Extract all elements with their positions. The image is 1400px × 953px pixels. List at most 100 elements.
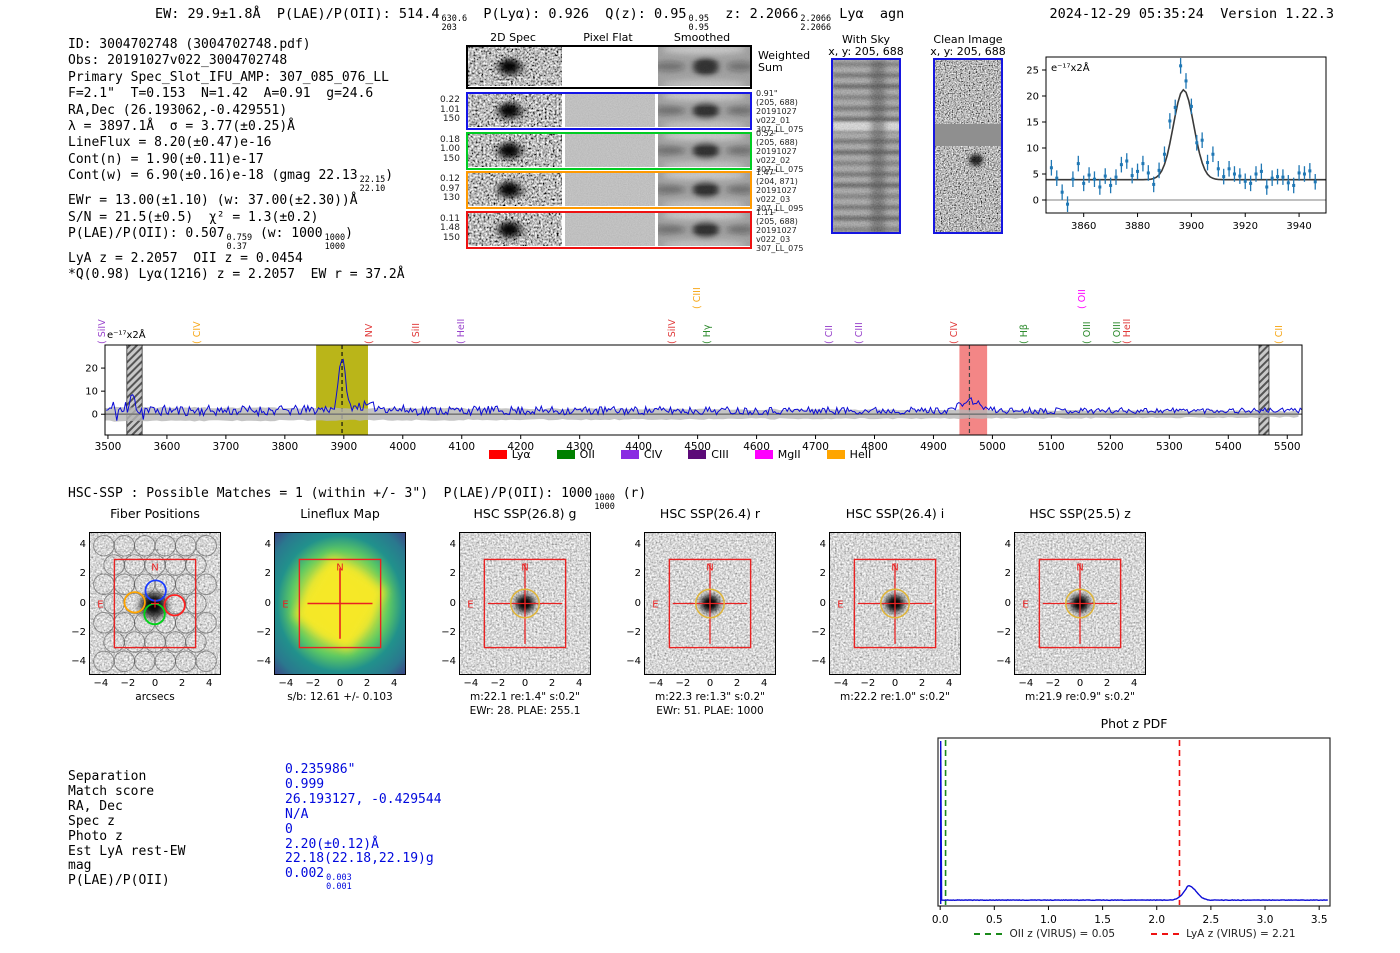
legend-label: CIII xyxy=(711,448,729,461)
spec2d-cell xyxy=(653,169,755,210)
cutout-xtick: −2 xyxy=(1045,678,1061,689)
stacked-fraction: 2.2066 2.2066 xyxy=(800,14,832,33)
spectral-line-label: ( SiII xyxy=(410,323,422,344)
spectrum-ytick: 20 xyxy=(85,364,98,375)
cutout-ytick: 2 xyxy=(79,568,86,580)
weighted-sum-label: Weighted Sum xyxy=(758,49,811,74)
summary-header: EW: 29.9±1.8Å P(LAE)/P(OII): 514.4 630.6 2… xyxy=(155,6,904,32)
cutout-image-r: NE xyxy=(644,532,776,675)
cutout-image-i: NE xyxy=(829,532,961,675)
compass-east-label: E xyxy=(652,600,658,611)
legend-label: MgII xyxy=(777,448,801,461)
spec2d-cell xyxy=(468,94,562,128)
cutout-xtick: −4 xyxy=(1018,678,1034,689)
inset-ytick: 5 xyxy=(1033,170,1039,181)
cutout-xtick: 0 xyxy=(891,678,899,689)
inset-ytick: 15 xyxy=(1026,118,1039,129)
cutout-ytick: −2 xyxy=(811,626,826,638)
text-line: Primary Spec_Slot_IFU_AMP: 307_085_076_L… xyxy=(68,70,405,86)
cutout-ytick: 4 xyxy=(264,538,271,550)
spec2d-row xyxy=(466,130,755,171)
text-segment: 0.002 xyxy=(285,866,325,882)
text-segment: λ = 3897.1Å σ = 3.77(±0.25)Å xyxy=(68,119,295,135)
legend-label: CIV xyxy=(643,448,663,461)
photz-xtick: 3.0 xyxy=(1257,914,1274,926)
text-line: ID: 3004702748 (3004702748.pdf) xyxy=(68,37,405,53)
text-segment: Primary Spec_Slot_IFU_AMP: 307_085_076_L… xyxy=(68,69,389,85)
text-line: LineFlux = 8.20(±0.47)e-16 xyxy=(68,135,405,151)
text-segment: Lyα agn xyxy=(831,6,905,22)
photz-title: Phot z PDF xyxy=(1100,716,1168,731)
photz-legend-label: LyA z (VIRUS) = 2.21 xyxy=(1186,928,1296,940)
cutout-title-g: HSC SSP(26.8) g xyxy=(473,506,577,521)
cutout-caption2: EWr: 28. PLAE: 255.1 xyxy=(469,705,581,717)
cutout-xtick: 4 xyxy=(575,678,583,689)
spectral-line-label: ( SiIV xyxy=(96,319,108,344)
text-line: *Q(0.98) Lyα(1216) z = 2.2057 EW r = 37.… xyxy=(68,267,405,283)
stacked-fraction: 630.6 203 xyxy=(441,14,468,33)
inset-ytick: 20 xyxy=(1026,92,1039,103)
text-line: Spec z xyxy=(68,813,115,829)
legend-label: HeII xyxy=(849,448,872,461)
spectral-line-label: ( OII xyxy=(1076,289,1088,309)
text-line: 0 xyxy=(285,822,442,838)
text-segment: HSC-SSP : Possible Matches = 1 (within +… xyxy=(68,486,593,501)
cutout-ytick: 0 xyxy=(819,597,826,609)
text-line: Cont(w) = 6.90(±0.16)e-18 (gmag 22.13 22.… xyxy=(68,168,405,193)
text-segment: ) xyxy=(345,226,353,242)
cutout-ytick: 0 xyxy=(79,597,86,609)
spectral-line-label: ( Hγ xyxy=(701,324,713,345)
cutout-xtick: −4 xyxy=(833,678,849,689)
highlight-band xyxy=(126,344,143,436)
cutout-image-z: NE xyxy=(1014,532,1146,675)
cutout-xtick: 2 xyxy=(1103,678,1111,689)
text-segment: LyA z = 2.2057 OII z = 0.0454 xyxy=(68,251,303,267)
inset-ytick: 10 xyxy=(1026,144,1039,155)
text-line: RA,Dec (26.193062,-0.429551) xyxy=(68,103,405,119)
sky-panel-title: With Sky xyxy=(842,33,890,46)
cutout-ytick: −2 xyxy=(996,626,1011,638)
cutout-xtick: 0 xyxy=(1076,678,1084,689)
cutout-ytick: 2 xyxy=(264,568,271,580)
spectral-line-label: ( HeII xyxy=(1122,318,1134,344)
compass-north-label: N xyxy=(521,562,528,573)
cutout-xtick: 0 xyxy=(336,678,344,689)
text-segment: F=2.1" T=0.153 N=1.42 A=0.91 g=24.6 xyxy=(68,86,374,102)
cutout-caption1: m:22.1 re:1.4" s:0.2" xyxy=(470,691,580,703)
cutout-xtick: 4 xyxy=(945,678,953,689)
text-segment: S/N = 21.5(±0.5) χ² = 1.3(±0.2) xyxy=(68,209,319,225)
spectral-line-label: ( SiIV xyxy=(667,319,679,344)
spectrum-ytick: 10 xyxy=(85,387,98,398)
cutout-caption1: m:22.3 re:1.3" s:0.2" xyxy=(655,691,765,703)
cutout-ytick: −4 xyxy=(256,656,271,668)
text-segment: RA,Dec (26.193062,-0.429551) xyxy=(68,102,288,118)
cutout-caption1: m:21.9 re:0.9" s:0.2" xyxy=(1025,691,1135,703)
cutout-ytick: 4 xyxy=(819,538,826,550)
legend-item: HeII xyxy=(826,448,872,461)
spectral-line-label: ( Hβ xyxy=(1019,324,1031,344)
compass-east-label: E xyxy=(97,600,103,611)
cutout-xtick: 2 xyxy=(178,678,186,689)
legend-swatch xyxy=(556,450,575,459)
spec2d-col-header: Smoothed xyxy=(673,31,731,44)
match-table-labels: Separation Match score RA, Dec Spec z Photo … xyxy=(68,769,185,889)
photz-legend: OII z (VIRUS) = 0.05 LyA z (VIRUS) = 2.21 xyxy=(900,928,1370,940)
cutout-title-fiber: Fiber Positions xyxy=(110,506,200,521)
text-segment: EWr = 13.00(±1.10) (w: 37.00(±2.30))Å xyxy=(68,193,358,209)
cutout-ytick: −4 xyxy=(996,656,1011,668)
detection-info-block: ID: 3004702748 (3004702748.pdf) Obs: 2019… xyxy=(68,37,405,284)
cutout-xtick: 2 xyxy=(733,678,741,689)
spec2d-row-left-labels: 0.12 0.97 130 xyxy=(439,174,460,204)
inset-xtick: 3860 xyxy=(1071,221,1096,232)
compass-east-label: E xyxy=(837,600,843,611)
text-line: 22.18(22.18,22.19)g xyxy=(285,851,442,867)
photz-xtick: 1.5 xyxy=(1094,914,1111,926)
cutout-xtick: 0 xyxy=(521,678,529,689)
match-table-values: 0.235986" 0.999 26.193127, -0.429544 N/A 0 2.… xyxy=(285,762,442,891)
compass-north-label: N xyxy=(706,562,713,573)
sky-panel-coords: x, y: 205, 688 xyxy=(930,45,1006,58)
spec2d-cell xyxy=(653,44,755,90)
cutout-xtick: 4 xyxy=(1130,678,1138,689)
text-line: Photo z xyxy=(68,828,123,844)
cutout-title-i: HSC SSP(26.4) i xyxy=(845,506,945,521)
